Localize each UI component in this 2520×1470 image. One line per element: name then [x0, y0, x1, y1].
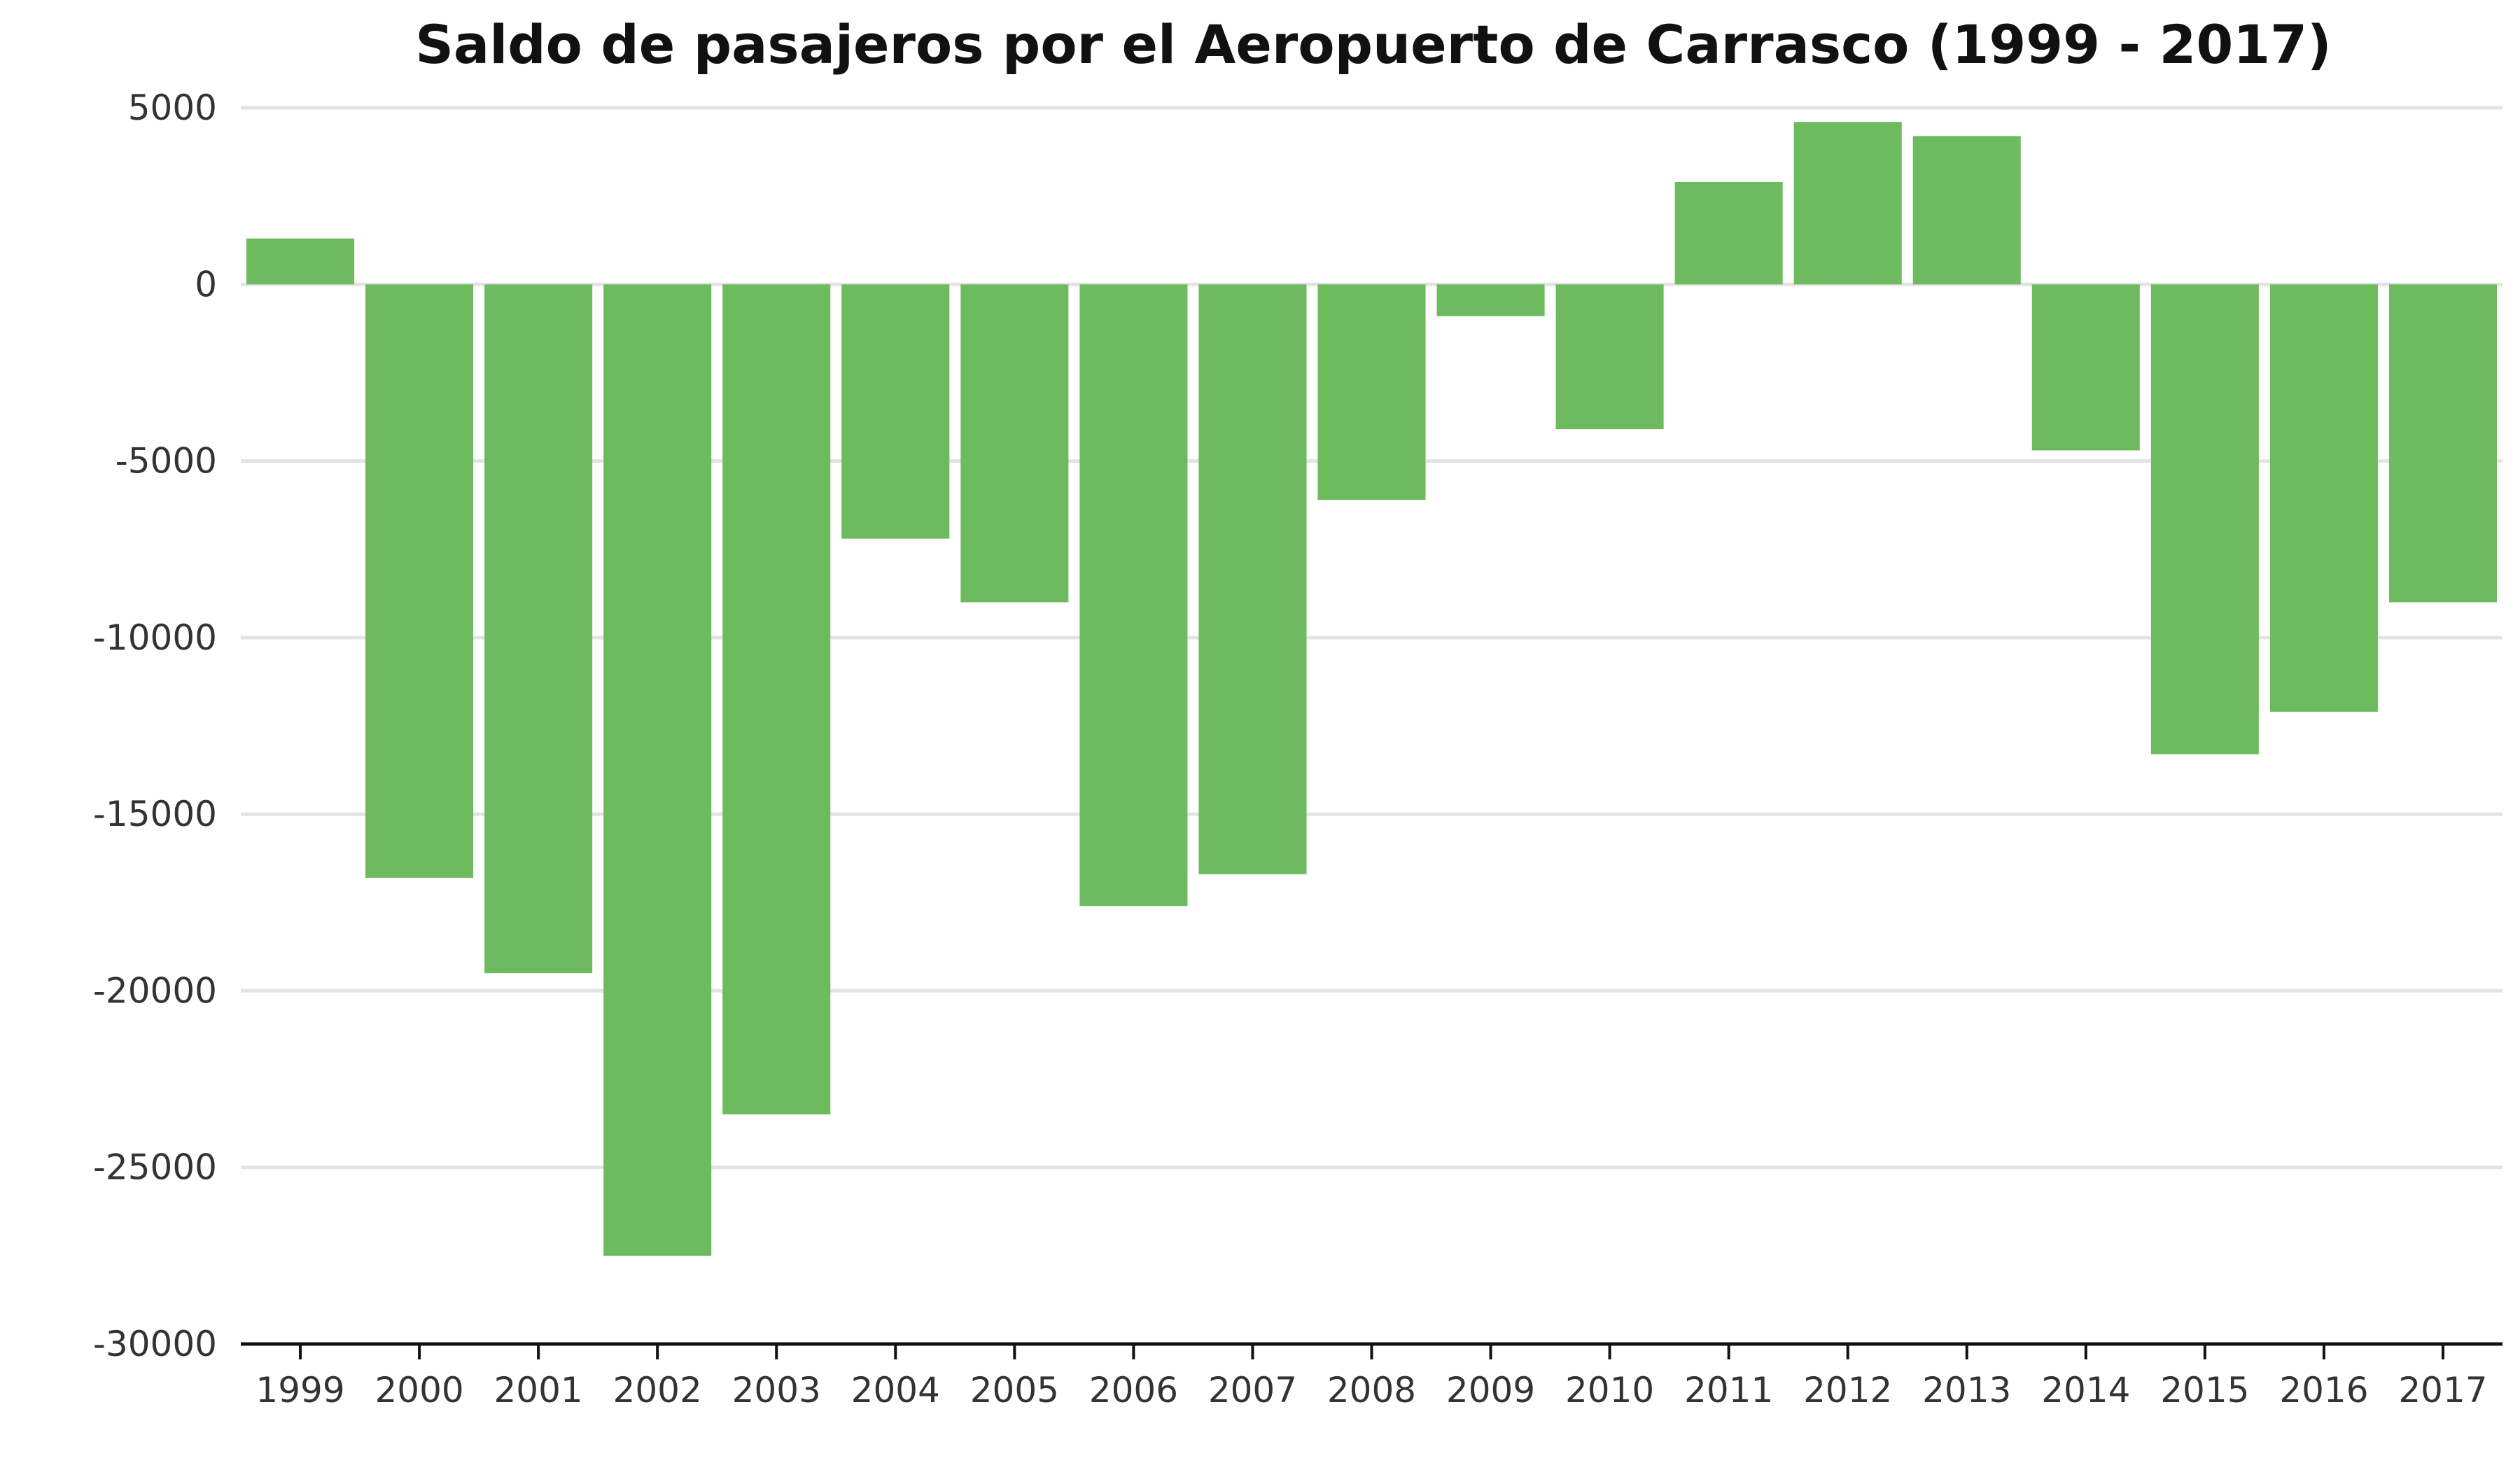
x-tick-label: 2007	[1208, 1370, 1297, 1410]
x-tick-label: 1999	[255, 1370, 344, 1410]
y-axis: 5000 0 -5000 -10000 -15000 -20000 -25000 -30000	[93, 88, 217, 1364]
bar-2008	[1317, 284, 1426, 500]
x-tick-label: 2010	[1565, 1370, 1654, 1410]
bar-2017	[2388, 284, 2497, 603]
chart-title: Saldo de pasajeros por el Aeropuerto de …	[415, 13, 2332, 76]
y-tick-label: -10000	[93, 617, 217, 658]
bar-1999	[246, 238, 355, 285]
x-tick-label: 2017	[2398, 1370, 2487, 1410]
x-tick-label: 2004	[851, 1370, 940, 1410]
bar-2005	[960, 284, 1069, 603]
x-tick-label: 2006	[1089, 1370, 1178, 1410]
bar-2010	[1555, 284, 1664, 430]
x-tick-label: 2001	[494, 1370, 583, 1410]
x-tick-label: 2015	[2160, 1370, 2249, 1410]
bar-2015	[2150, 284, 2259, 755]
bar-2014	[2031, 284, 2140, 451]
y-tick-label: -5000	[115, 441, 217, 482]
x-tick-label: 2008	[1327, 1370, 1416, 1410]
x-tick-label: 2009	[1446, 1370, 1535, 1410]
bar-2001	[484, 284, 593, 974]
y-tick-label: 5000	[128, 88, 217, 128]
bar-2003	[722, 284, 831, 1115]
y-tick-label: -25000	[93, 1147, 217, 1188]
bar-2007	[1198, 284, 1307, 874]
x-tick-label: 2000	[374, 1370, 463, 1410]
x-tick-label: 2014	[2041, 1370, 2130, 1410]
x-tick-label: 2013	[1922, 1370, 2011, 1410]
bar-2016	[2269, 284, 2378, 712]
x-tick-label: 2002	[613, 1370, 702, 1410]
y-tick-label: -15000	[93, 794, 217, 834]
bar-2004	[841, 284, 950, 539]
x-tick-label: 2003	[732, 1370, 821, 1410]
x-tick-label: 2016	[2279, 1370, 2368, 1410]
bars	[246, 122, 2497, 1256]
y-tick-label: 0	[195, 264, 217, 304]
x-tick-label: 2011	[1684, 1370, 1773, 1410]
x-tick-label: 2012	[1803, 1370, 1892, 1410]
y-tick-label: -30000	[93, 1324, 217, 1364]
x-tick-label: 2005	[970, 1370, 1059, 1410]
bar-2013	[1912, 136, 2021, 285]
bar-2012	[1793, 122, 1902, 285]
bar-2009	[1436, 284, 1545, 316]
bar-2002	[603, 284, 712, 1256]
y-tick-label: -20000	[93, 970, 217, 1011]
x-axis: 1999 2000 2001 2002 2003 2004 2005 2006 2007 2008…	[241, 1342, 2502, 1410]
bar-2000	[365, 284, 474, 878]
bar-2006	[1079, 284, 1188, 906]
bar-2011	[1674, 181, 1783, 285]
